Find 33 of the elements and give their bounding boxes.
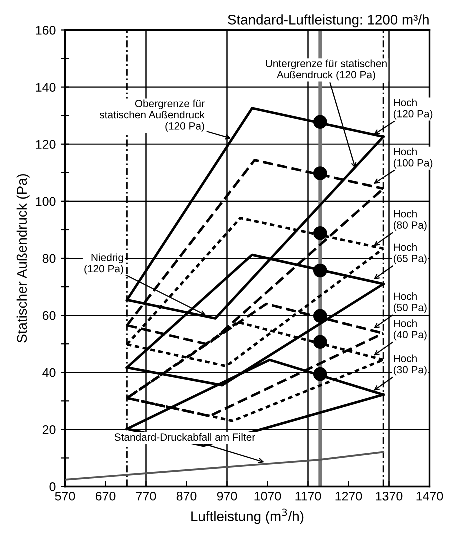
y-tick-label: 80 xyxy=(42,254,56,264)
annotation: Hoch (120 Pa) xyxy=(394,98,433,120)
y-tick-label: 120 xyxy=(36,140,56,150)
x-tick-label: 570 xyxy=(55,492,76,501)
x-axis-title: Luftleistung (m$^{3}$/h) xyxy=(192,508,304,524)
x-tick-label: 1470 xyxy=(416,492,444,501)
y-tick-label: 160 xyxy=(36,26,56,35)
annotation: Hoch (80 Pa) xyxy=(394,210,427,232)
annotation: Hoch (30 Pa) xyxy=(394,354,427,376)
x-tick-label: 1370 xyxy=(376,492,403,501)
x-tick-label: 1070 xyxy=(254,492,282,501)
annotation: Hoch (50 Pa) xyxy=(394,292,427,314)
x-tick-label: 1170 xyxy=(296,492,322,501)
annotation: Hoch (65 Pa) xyxy=(394,243,427,264)
annotation: Standard-Druckabfall am Filter xyxy=(114,433,256,442)
x-tick-label: 1270 xyxy=(336,492,362,501)
y-tick-label: 140 xyxy=(36,83,56,92)
annotation: Untergrenze für statischen Außendruck (120 Pa) xyxy=(266,60,387,81)
annotation: Niedrig (120 Pa) xyxy=(84,254,124,275)
y-axis-title: Statischer Außendruck (Pa) xyxy=(16,174,30,343)
annotation: Obergrenze für statischen Außendruck (120 Pa) xyxy=(100,100,205,132)
y-tick-label: 0 xyxy=(50,482,56,492)
y-tick-label: 60 xyxy=(42,311,56,320)
y-tick-label: 40 xyxy=(42,368,56,378)
x-tick-label: 770 xyxy=(136,492,156,501)
annotation: Hoch (40 Pa) xyxy=(394,320,427,341)
y-tick-label: 20 xyxy=(42,425,56,434)
annotation: Hoch (100 Pa) xyxy=(394,148,433,169)
x-tick-label: 870 xyxy=(176,492,197,501)
x-tick-label: 670 xyxy=(96,492,116,501)
y-tick-label: 100 xyxy=(36,197,56,206)
chart-title: Standard-Luftleistung: 1200 m³/h xyxy=(228,14,429,28)
x-tick-label: 970 xyxy=(217,492,238,501)
